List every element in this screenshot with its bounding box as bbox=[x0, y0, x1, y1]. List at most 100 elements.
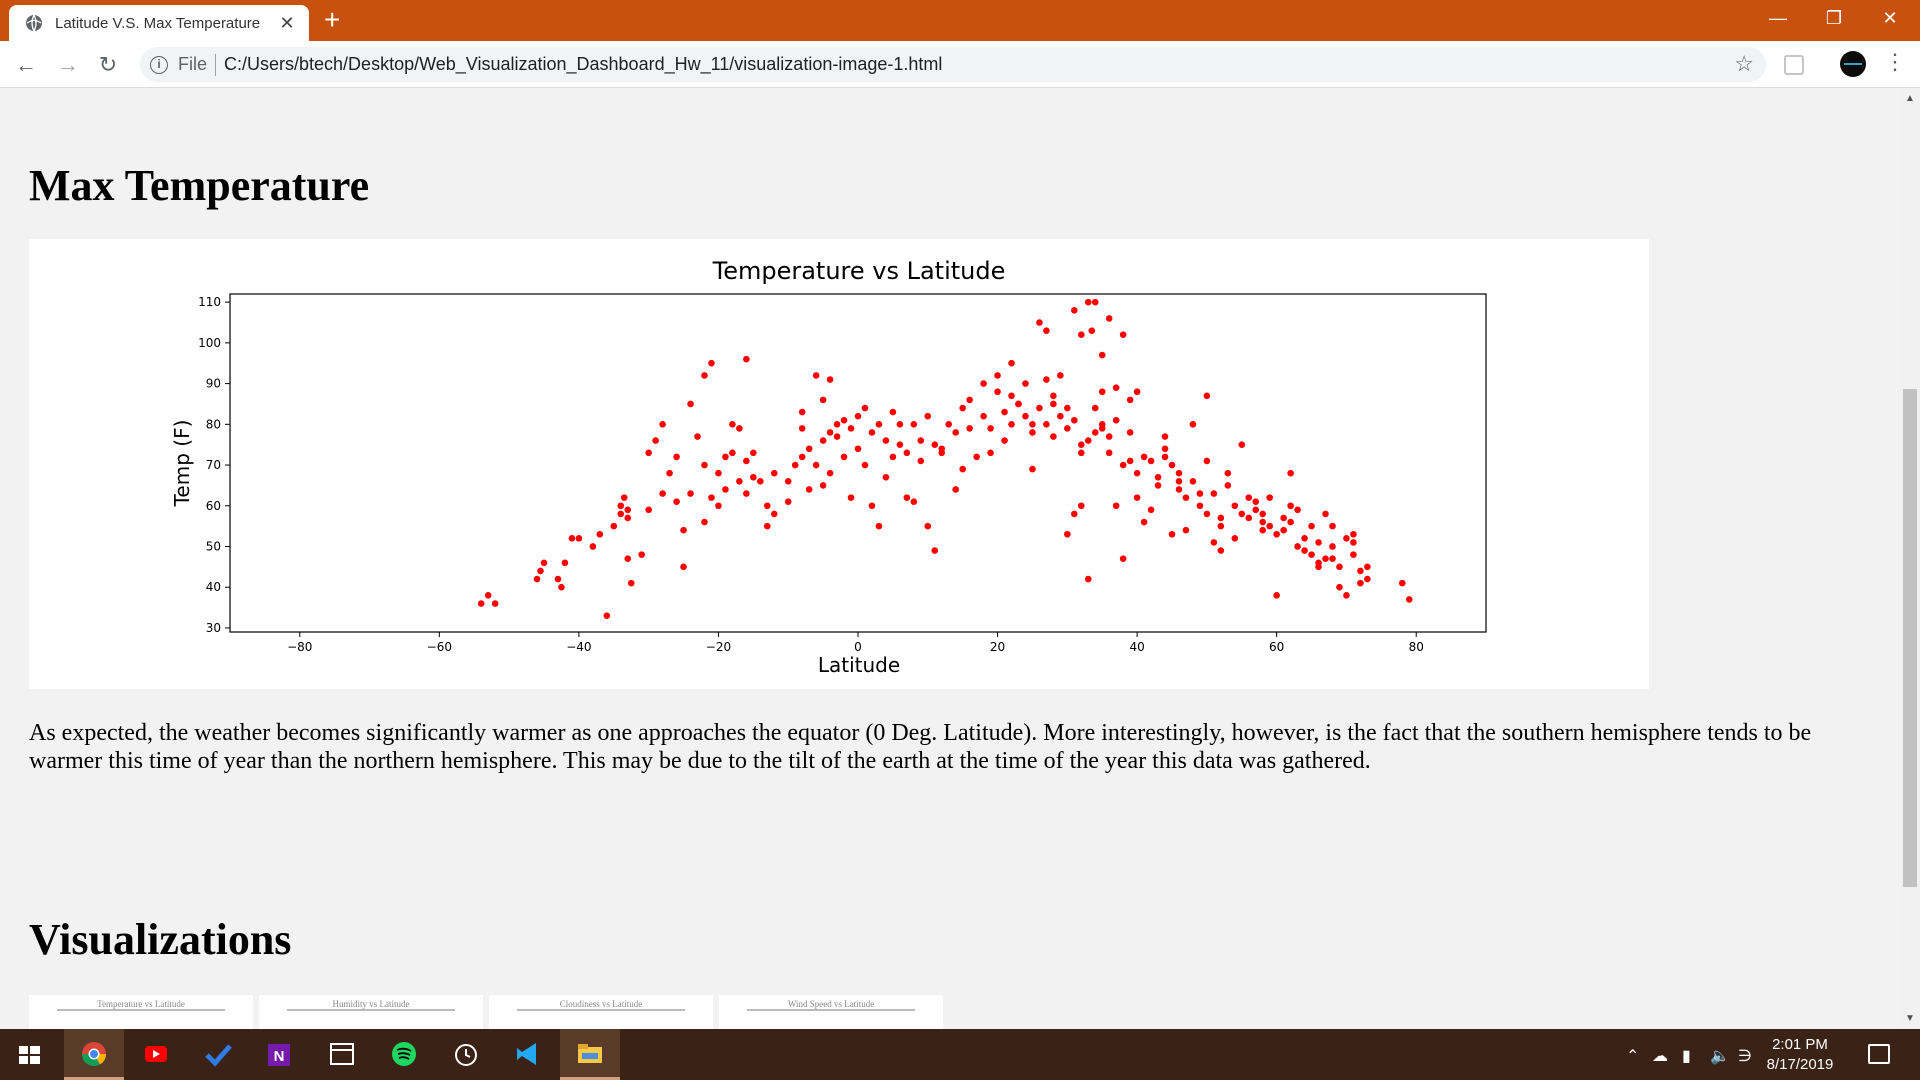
extension-icon[interactable] bbox=[1784, 55, 1804, 75]
data-point bbox=[627, 579, 635, 587]
thumbnail-caption: Wind Speed vs Latitude bbox=[787, 999, 875, 1009]
forward-arrow-icon[interactable]: → bbox=[57, 52, 79, 77]
browser-tab[interactable]: Latitude V.S. Max Temperature ✕ bbox=[9, 5, 309, 41]
y-tick-label: 30 bbox=[206, 621, 221, 635]
y-tick-label: 100 bbox=[198, 336, 221, 350]
data-point bbox=[1008, 421, 1015, 428]
chrome-icon bbox=[82, 1042, 106, 1067]
back-arrow-icon[interactable]: ← bbox=[15, 52, 37, 77]
scroll-up-icon[interactable]: ▲ bbox=[1905, 93, 1915, 104]
start-button[interactable] bbox=[0, 1029, 60, 1080]
data-point bbox=[938, 449, 946, 457]
data-point bbox=[1364, 563, 1371, 571]
x-tick-label: −40 bbox=[566, 640, 591, 654]
y-axis-label: Temp (F) bbox=[170, 420, 194, 508]
taskbar-spotify[interactable] bbox=[374, 1029, 434, 1080]
data-point bbox=[1001, 437, 1008, 444]
taskbar-youtube[interactable] bbox=[126, 1029, 186, 1080]
address-bar[interactable]: i File C:/Users/btech/Desktop/Web_Visual… bbox=[140, 47, 1766, 82]
url-text[interactable]: C:/Users/btech/Desktop/Web_Visualization… bbox=[224, 54, 943, 74]
data-point bbox=[889, 408, 897, 416]
tab-strip: Latitude V.S. Max Temperature ✕ + — ❐ ✕ bbox=[0, 0, 1920, 41]
data-point bbox=[833, 433, 841, 440]
battery-icon[interactable]: ▮ bbox=[1682, 1048, 1691, 1065]
data-point bbox=[889, 453, 897, 461]
chevron-up-icon[interactable]: ⌃ bbox=[1626, 1048, 1640, 1065]
data-point bbox=[666, 469, 673, 477]
data-point bbox=[924, 522, 932, 530]
data-point bbox=[987, 425, 994, 432]
visualization-thumbnail[interactable]: Cloudiness vs Latitude bbox=[489, 995, 713, 1029]
wifi-icon[interactable]: ∋ bbox=[1738, 1048, 1752, 1065]
data-point bbox=[1091, 298, 1099, 306]
vertical-scrollbar[interactable]: ▲ ▼ bbox=[1900, 89, 1920, 1029]
taskbar-todo[interactable] bbox=[188, 1029, 248, 1080]
taskbar-calendar[interactable] bbox=[312, 1029, 372, 1080]
data-point bbox=[1308, 522, 1315, 530]
taskbar-alarm[interactable] bbox=[436, 1029, 496, 1080]
scrollbar-thumb[interactable] bbox=[1903, 389, 1917, 887]
system-clock[interactable]: 2:01 PM 8/17/2019 bbox=[1752, 1035, 1848, 1075]
restore-button[interactable]: ❐ bbox=[1825, 8, 1843, 28]
data-point bbox=[1147, 457, 1155, 465]
data-point bbox=[868, 429, 876, 436]
profile-avatar[interactable] bbox=[1840, 51, 1866, 77]
data-point bbox=[1001, 408, 1008, 416]
data-point bbox=[1224, 469, 1232, 477]
data-point bbox=[1050, 433, 1057, 440]
data-point bbox=[1224, 482, 1232, 489]
taskbar-file-explorer[interactable] bbox=[560, 1029, 620, 1080]
menu-kebab-icon[interactable]: ⋮ bbox=[1884, 49, 1906, 74]
data-point bbox=[868, 502, 876, 510]
close-window-button[interactable]: ✕ bbox=[1882, 8, 1898, 28]
vscode-icon bbox=[517, 1043, 536, 1065]
visualization-thumbnail[interactable]: Humidity vs Latitude bbox=[259, 995, 483, 1029]
taskbar-onenote[interactable]: N bbox=[250, 1029, 310, 1080]
data-point bbox=[1105, 433, 1113, 440]
data-point bbox=[1057, 412, 1064, 420]
bookmark-star-icon[interactable]: ☆ bbox=[1734, 51, 1754, 76]
data-point bbox=[1008, 359, 1015, 367]
thumbnail-caption: Cloudiness vs Latitude bbox=[559, 999, 643, 1009]
tab-close-icon[interactable]: ✕ bbox=[279, 12, 295, 33]
taskbar-vscode[interactable] bbox=[498, 1029, 558, 1080]
data-point bbox=[1126, 396, 1134, 404]
data-point bbox=[575, 535, 583, 542]
data-point bbox=[1071, 510, 1078, 518]
data-point bbox=[729, 421, 736, 428]
volume-icon[interactable]: 🔈 bbox=[1710, 1048, 1730, 1065]
visualization-thumbnail[interactable]: Temperature vs Latitude bbox=[29, 995, 253, 1029]
data-point bbox=[624, 506, 632, 514]
y-tick-label: 60 bbox=[206, 499, 221, 513]
data-point bbox=[1036, 404, 1043, 412]
data-point bbox=[1088, 327, 1096, 334]
data-point bbox=[1161, 453, 1169, 461]
taskbar-chrome[interactable] bbox=[64, 1029, 124, 1080]
visualization-thumbnail[interactable]: Wind Speed vs Latitude bbox=[719, 995, 943, 1029]
data-point bbox=[1322, 555, 1329, 562]
data-point bbox=[903, 449, 911, 457]
data-point bbox=[1182, 494, 1190, 501]
scroll-down-icon[interactable]: ▼ bbox=[1905, 1013, 1915, 1024]
onedrive-cloud-icon[interactable]: ☁ bbox=[1652, 1048, 1668, 1065]
y-tick-label: 70 bbox=[206, 458, 221, 472]
data-point bbox=[1196, 502, 1204, 510]
data-point bbox=[1091, 429, 1099, 436]
data-point bbox=[980, 380, 987, 387]
y-axis: 30 40 50 60 70 80 90 100 110 bbox=[198, 295, 230, 635]
y-tick-label: 80 bbox=[206, 417, 221, 431]
new-tab-button[interactable]: + bbox=[324, 4, 341, 35]
notification-icon[interactable] bbox=[1868, 1044, 1890, 1064]
data-point bbox=[798, 408, 806, 416]
minimize-button[interactable]: — bbox=[1769, 8, 1787, 28]
info-icon[interactable]: i bbox=[150, 55, 168, 74]
reload-icon[interactable]: ↻ bbox=[98, 52, 118, 77]
data-point bbox=[1196, 490, 1204, 497]
data-point bbox=[784, 478, 792, 485]
data-point bbox=[1064, 425, 1071, 432]
x-tick-label: 20 bbox=[990, 640, 1005, 654]
data-point bbox=[1273, 592, 1280, 599]
data-point bbox=[1357, 579, 1364, 587]
thumbnail-caption: Temperature vs Latitude bbox=[97, 999, 185, 1009]
data-point bbox=[833, 421, 841, 428]
